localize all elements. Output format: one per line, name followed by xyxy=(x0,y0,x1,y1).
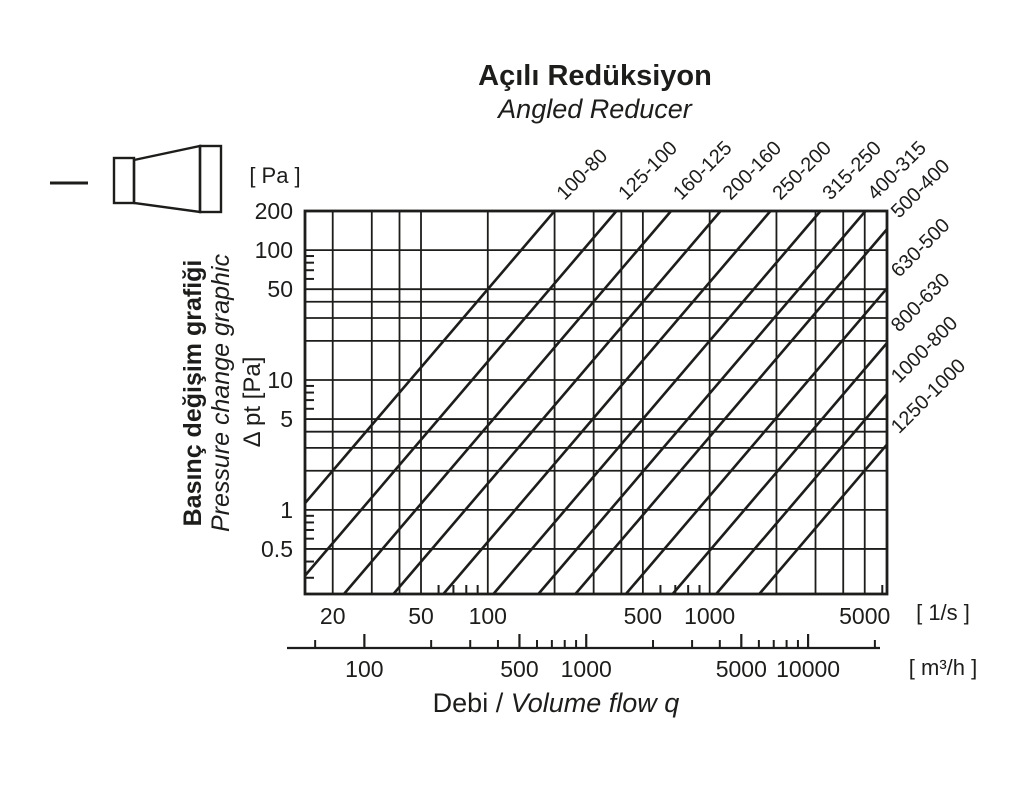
x-tick-label-1000: 1000 xyxy=(684,603,735,629)
x-axis-title: Debi / Volume flow q xyxy=(356,688,756,719)
series-line-200-160 xyxy=(392,210,722,595)
secondary-tick-label-10000: 10000 xyxy=(776,656,840,682)
plot-border xyxy=(303,209,889,596)
y-tick-label-1: 1 xyxy=(280,497,293,523)
secondary-tick-label-100: 100 xyxy=(345,656,383,682)
series-line-125-100 xyxy=(304,210,618,577)
series-line-100-80 xyxy=(304,210,556,505)
x-tick-label-20: 20 xyxy=(320,603,346,629)
reducer-large-collar xyxy=(198,144,223,214)
secondary-tick-label-5000: 5000 xyxy=(716,656,767,682)
y-tick-label-10: 10 xyxy=(267,367,293,393)
page-subtitle: Angled Reducer xyxy=(498,94,692,124)
x-axis-unit-primary: [ 1/s ] xyxy=(916,600,970,625)
x-tick-label-50: 50 xyxy=(408,603,434,629)
x-tick-label-5000: 5000 xyxy=(839,603,890,629)
y-tick-label-200: 200 xyxy=(255,198,293,224)
y-axis-unit-label: [ Pa ] xyxy=(249,163,301,188)
series-line-1250-1000 xyxy=(758,443,888,595)
series-line-315-250 xyxy=(492,210,822,595)
series-line-800-630 xyxy=(671,342,888,595)
x-axis-title-turkish: Debi / xyxy=(432,688,504,718)
series-line-630-500 xyxy=(624,287,888,595)
series-label-100-80: 100-80 xyxy=(553,145,613,205)
series-line-250-200 xyxy=(442,210,772,595)
x-tick-label-100: 100 xyxy=(469,603,507,629)
y-tick-label-5: 5 xyxy=(280,406,293,432)
series-line-1000-800 xyxy=(715,393,888,595)
x-tick-label-500: 500 xyxy=(624,603,662,629)
series-line-160-125 xyxy=(342,210,673,595)
y-tick-label-0.5: 0.5 xyxy=(261,536,293,562)
page-title: Açılı Redüksiyon xyxy=(478,60,712,92)
y-tick-label-50: 50 xyxy=(267,276,293,302)
secondary-tick-label-1000: 1000 xyxy=(561,656,612,682)
series-label-630-500: 630-500 xyxy=(887,214,954,281)
reducer-cone xyxy=(132,144,202,214)
reducer-small-collar xyxy=(112,156,136,205)
reducer-icon xyxy=(50,144,223,214)
series-line-400-315 xyxy=(537,210,867,595)
x-axis-unit-secondary: [ m³/h ] xyxy=(908,655,978,680)
x-axis-title-english: Volume flow q xyxy=(510,688,680,718)
secondary-tick-label-500: 500 xyxy=(500,656,538,682)
series-label-125-100: 125-100 xyxy=(614,137,681,204)
y-tick-label-100: 100 xyxy=(255,237,293,263)
series-line-500-400 xyxy=(574,228,888,595)
